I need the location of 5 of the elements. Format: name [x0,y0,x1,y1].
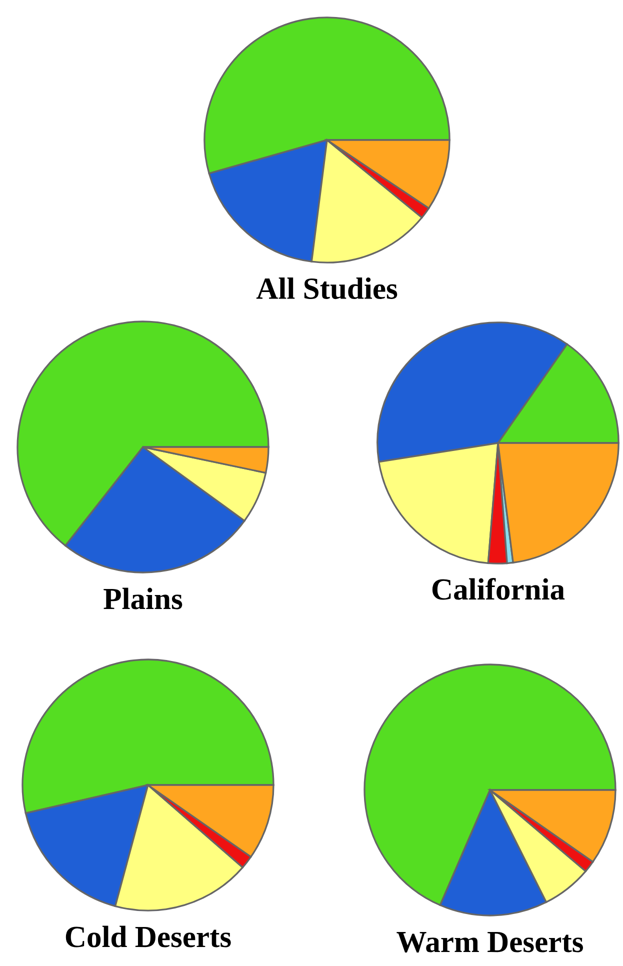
text: All Studies [256,278,398,300]
text: Plains [104,588,182,610]
text: Warm Deserts [396,932,584,952]
text: California [432,578,565,600]
text: Cold Deserts [66,926,231,948]
